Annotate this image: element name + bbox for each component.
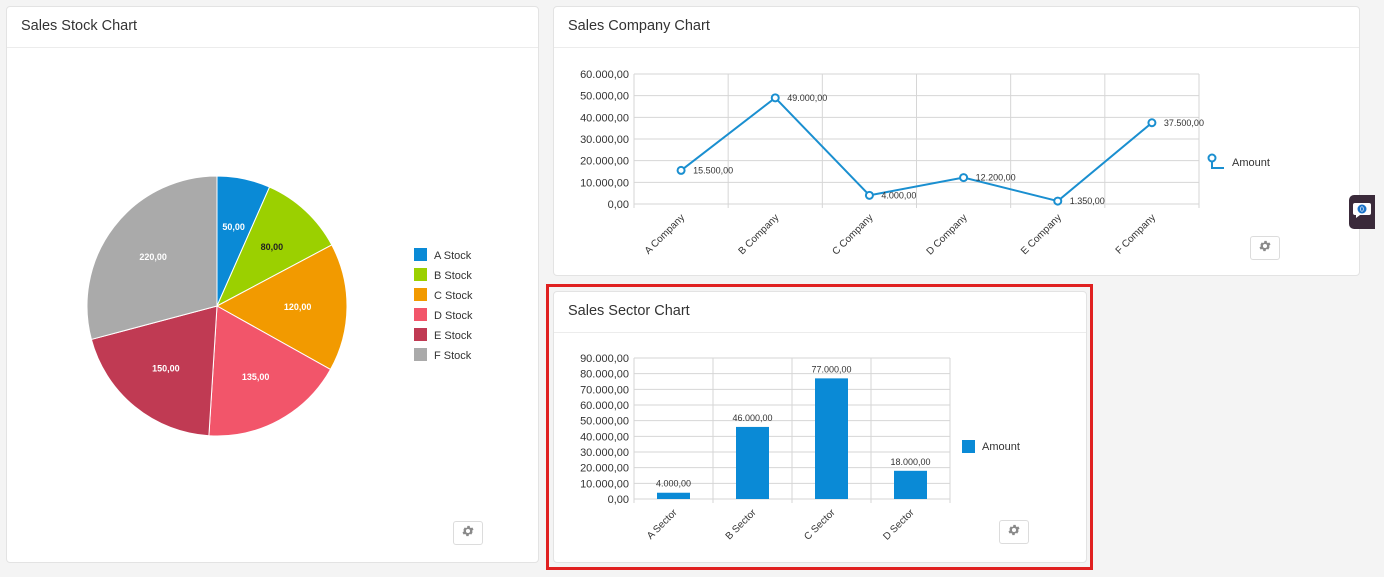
legend-swatch xyxy=(414,308,427,321)
bar xyxy=(815,378,848,499)
y-tick-label: 40.000,00 xyxy=(580,431,629,443)
sector-chart-settings-button[interactable] xyxy=(999,520,1029,544)
x-tick-label: B Sector xyxy=(724,507,759,542)
legend-label: E Stock xyxy=(434,330,472,342)
x-tick-label: F Company xyxy=(1114,212,1158,256)
pie-slice xyxy=(208,305,332,437)
legend-label: F Stock xyxy=(434,350,472,362)
sector-chart-title: Sales Sector Chart xyxy=(568,303,690,319)
data-label: 4.000,00 xyxy=(881,190,916,200)
sector-bar-chart: 0,00 10.000,00 20.000,00 30.000,00 40.000,00… xyxy=(580,353,1020,543)
pie-slice-label: 50,00 xyxy=(222,222,245,232)
pie-slice-label: 135,00 xyxy=(242,372,270,382)
data-label: 49.000,00 xyxy=(787,93,827,103)
x-tick-label: A Company xyxy=(643,212,687,256)
bar xyxy=(736,426,769,499)
y-tick-label: 50.000,00 xyxy=(580,416,629,428)
pie-slice xyxy=(90,305,218,437)
x-tick-label: D Company xyxy=(925,212,970,257)
x-tick-label: C Company xyxy=(830,212,875,257)
legend-label: Amount xyxy=(982,441,1020,453)
series-line xyxy=(680,96,1153,203)
company-chart-settings-button[interactable] xyxy=(1250,236,1280,260)
y-tick-label: 70.000,00 xyxy=(580,384,629,396)
pie-slice xyxy=(215,186,333,308)
pie-slice-label: 120,00 xyxy=(284,302,312,312)
y-tick-label: 60.000,00 xyxy=(580,69,629,81)
y-tick-label: 80.000,00 xyxy=(580,369,629,381)
legend-label: A Stock xyxy=(434,250,472,262)
gear-icon xyxy=(1007,523,1021,542)
legend-swatch xyxy=(962,440,975,453)
data-label: 37.500,00 xyxy=(1164,118,1204,128)
bar-value-label: 4.000,00 xyxy=(656,479,691,489)
legend-swatch xyxy=(414,328,427,341)
data-point xyxy=(959,173,969,183)
y-tick-label: 30.000,00 xyxy=(580,134,629,146)
legend-label: Amount xyxy=(1232,157,1270,169)
x-tick-label: A Sector xyxy=(645,507,680,542)
chat-badge-count: 0 xyxy=(1360,206,1364,213)
sector-chart-panel: Sales Sector Chart 0,00 10.000,00 20.000,0… xyxy=(553,291,1087,563)
data-point xyxy=(770,93,780,103)
legend-swatch-line xyxy=(1211,162,1224,169)
y-tick-label: 60.000,00 xyxy=(580,400,629,412)
company-line-chart: 0,00 10.000,00 20.000,00 30.000,00 40.000,00… xyxy=(580,69,1270,257)
data-label: 12.200,00 xyxy=(976,173,1016,183)
x-tick-label: B Company xyxy=(737,212,782,257)
pie-slice-label: 220,00 xyxy=(139,252,167,262)
data-point xyxy=(1053,196,1063,206)
chat-widget-button[interactable]: 0 xyxy=(1349,195,1375,229)
y-tick-label: 0,00 xyxy=(608,199,629,211)
gear-icon xyxy=(461,524,475,543)
gear-icon xyxy=(1258,239,1272,258)
bar-value-label: 18.000,00 xyxy=(890,457,930,467)
legend-label: D Stock xyxy=(434,310,473,322)
y-tick-label: 90.000,00 xyxy=(580,353,629,365)
legend-swatch xyxy=(1207,153,1217,163)
panel-divider xyxy=(554,332,1086,333)
bar xyxy=(894,470,927,499)
y-tick-label: 40.000,00 xyxy=(580,112,629,124)
data-point xyxy=(676,165,686,175)
panel-divider xyxy=(7,47,538,48)
bar xyxy=(657,492,690,499)
pie-slice-label: 80,00 xyxy=(261,242,284,252)
data-label: 15.500,00 xyxy=(693,165,733,175)
stock-chart-panel: Sales Stock Chart 50,00 80,00 120,00 135,00… xyxy=(6,6,539,563)
stock-chart-title: Sales Stock Chart xyxy=(21,18,138,34)
y-tick-label: 20.000,00 xyxy=(580,463,629,475)
data-point xyxy=(864,190,874,200)
stock-chart-settings-button[interactable] xyxy=(453,521,483,545)
bar-value-label: 77.000,00 xyxy=(811,364,851,374)
legend-label: B Stock xyxy=(434,270,472,282)
x-tick-label: D Sector xyxy=(881,507,917,543)
legend-swatch xyxy=(414,288,427,301)
x-tick-label: E Company xyxy=(1019,212,1064,257)
y-tick-label: 0,00 xyxy=(608,494,629,506)
y-tick-label: 30.000,00 xyxy=(580,447,629,459)
pie-slice-label: 150,00 xyxy=(152,363,180,373)
data-point xyxy=(1147,118,1157,128)
y-tick-label: 10.000,00 xyxy=(580,478,629,490)
panel-divider xyxy=(554,47,1359,48)
legend-swatch xyxy=(414,268,427,281)
stock-pie-chart: 50,00 80,00 120,00 135,00 150,00 220,00 A Stoc… xyxy=(86,175,473,437)
legend-swatch xyxy=(414,248,427,261)
company-chart-title: Sales Company Chart xyxy=(568,18,710,34)
legend-label: C Stock xyxy=(434,290,473,302)
pie-slice xyxy=(215,244,348,371)
legend-swatch xyxy=(414,348,427,361)
chat-bubble-icon: 0 xyxy=(1352,200,1372,225)
bar-value-label: 46.000,00 xyxy=(732,413,772,423)
x-tick-label: C Sector xyxy=(802,507,838,543)
data-label: 1.350,00 xyxy=(1070,196,1105,206)
y-tick-label: 10.000,00 xyxy=(580,177,629,189)
y-tick-label: 20.000,00 xyxy=(580,156,629,168)
y-tick-label: 50.000,00 xyxy=(580,91,629,103)
company-chart-panel: Sales Company Chart 0,00 10.000,00 20.000,… xyxy=(553,6,1360,276)
pie-slice xyxy=(86,175,218,341)
